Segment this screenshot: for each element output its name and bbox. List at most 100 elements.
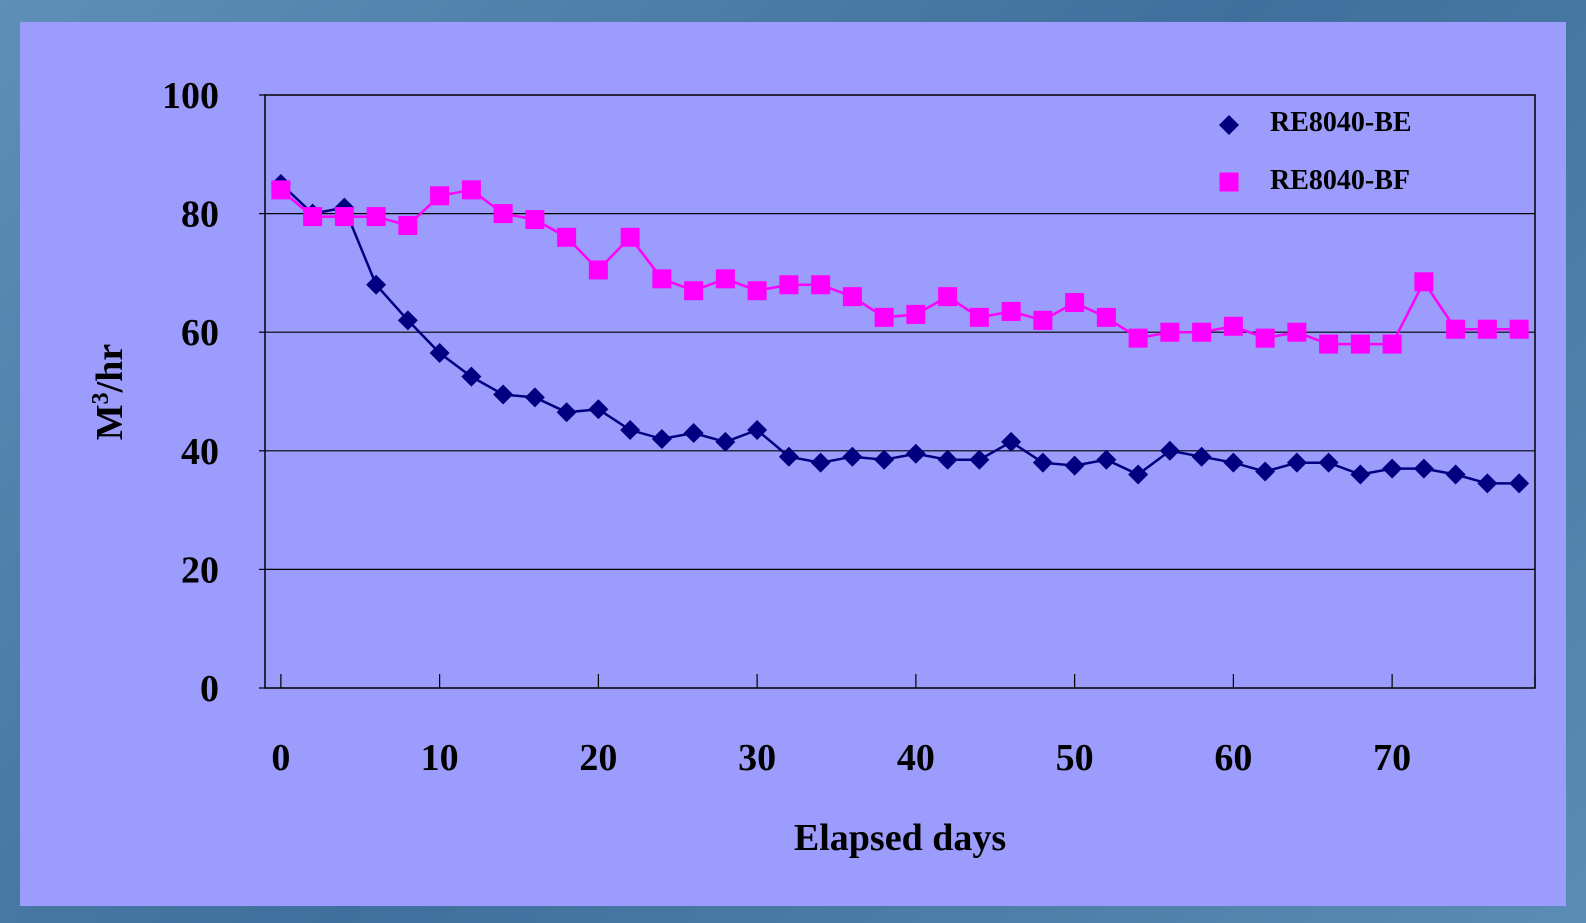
data-point-re8040-be-8 [524, 387, 545, 408]
data-point-re8040-be-29 [1191, 446, 1212, 467]
plot-area [264, 94, 1536, 689]
data-point-re8040-be-5 [429, 342, 450, 363]
series-layer [270, 173, 1530, 494]
data-point-re8040-bf-6 [461, 180, 481, 200]
data-point-re8040-bf-8 [525, 210, 545, 230]
y-tick-label-20: 20 [181, 549, 219, 591]
x-tick-label-20: 20 [579, 737, 617, 779]
data-point-re8040-be-28 [1159, 440, 1180, 461]
data-point-re8040-bf-19 [874, 307, 894, 327]
data-point-re8040-be-15 [747, 420, 768, 441]
data-point-re8040-bf-10 [588, 260, 608, 280]
data-point-re8040-be-36 [1413, 458, 1434, 479]
data-point-re8040-be-7 [493, 384, 514, 405]
data-point-re8040-be-12 [651, 428, 672, 449]
y-tick-label-100: 100 [162, 75, 219, 117]
legend: RE8040-BE RE8040-BF [1219, 107, 1412, 196]
data-point-re8040-be-23 [1001, 431, 1022, 452]
legend-marker-bf [1219, 172, 1239, 192]
data-point-re8040-bf-31 [1255, 328, 1275, 348]
series-re8040-be [270, 173, 1530, 494]
y-axis-title-sup: 3 [88, 392, 114, 404]
data-point-re8040-be-21 [937, 449, 958, 470]
data-point-re8040-be-26 [1096, 449, 1117, 470]
data-point-re8040-bf-14 [715, 269, 735, 289]
x-tick-label-70: 70 [1373, 737, 1411, 779]
data-point-re8040-be-37 [1445, 464, 1466, 485]
data-point-re8040-bf-15 [747, 281, 767, 301]
chart-panel [20, 22, 1566, 906]
x-tick-label-60: 60 [1214, 737, 1252, 779]
x-tick-label-0: 0 [271, 737, 290, 779]
legend-marker-shape-1 [1219, 172, 1239, 192]
y-axis-title-base: M [89, 404, 131, 440]
gridlines [259, 94, 1535, 689]
data-point-re8040-be-34 [1350, 464, 1371, 485]
data-point-re8040-bf-17 [811, 275, 831, 295]
data-point-re8040-bf-5 [430, 186, 450, 206]
data-point-re8040-bf-1 [303, 207, 323, 227]
data-point-re8040-be-38 [1477, 473, 1498, 494]
data-point-re8040-be-32 [1286, 452, 1307, 473]
data-point-re8040-be-33 [1318, 452, 1339, 473]
legend-label-bf: RE8040-BF [1270, 165, 1410, 196]
data-point-re8040-be-25 [1064, 455, 1085, 476]
data-point-re8040-bf-9 [557, 227, 577, 247]
data-point-re8040-bf-28 [1160, 322, 1180, 342]
data-point-re8040-bf-27 [1128, 328, 1148, 348]
data-point-re8040-be-10 [588, 399, 609, 420]
data-point-re8040-bf-2 [334, 207, 354, 227]
data-point-re8040-bf-3 [366, 207, 386, 227]
y-tick-label-60: 60 [181, 312, 219, 354]
data-point-re8040-be-14 [715, 431, 736, 452]
data-point-re8040-bf-30 [1223, 316, 1243, 336]
data-point-re8040-bf-36 [1414, 272, 1434, 292]
data-point-re8040-bf-13 [684, 281, 704, 301]
data-point-re8040-bf-21 [938, 287, 958, 307]
data-point-re8040-bf-22 [969, 307, 989, 327]
data-point-re8040-be-6 [461, 366, 482, 387]
legend-label-be: RE8040-BE [1270, 107, 1412, 138]
y-axis-title: M3/hr [88, 344, 131, 441]
data-point-re8040-be-35 [1382, 458, 1403, 479]
data-point-re8040-bf-39 [1509, 319, 1529, 339]
data-point-re8040-bf-37 [1446, 319, 1466, 339]
data-point-re8040-be-27 [1128, 464, 1149, 485]
x-axis-ticks [280, 674, 1536, 688]
data-point-re8040-be-22 [969, 449, 990, 470]
data-point-re8040-be-17 [810, 452, 831, 473]
series-line-re8040-bf [280, 188, 1520, 346]
data-point-re8040-bf-35 [1382, 334, 1402, 354]
data-point-re8040-be-20 [905, 443, 926, 464]
legend-marker-be [1219, 115, 1239, 135]
data-point-re8040-bf-38 [1477, 319, 1497, 339]
x-axis-title: Elapsed days [794, 817, 1006, 859]
y-tick-label-0: 0 [200, 668, 219, 710]
data-point-re8040-be-31 [1255, 461, 1276, 482]
data-point-re8040-be-11 [620, 420, 641, 441]
data-point-re8040-be-16 [778, 446, 799, 467]
data-point-re8040-bf-20 [906, 304, 926, 324]
data-point-re8040-bf-29 [1192, 322, 1212, 342]
data-point-re8040-bf-12 [652, 269, 672, 289]
data-point-re8040-bf-34 [1350, 334, 1370, 354]
data-point-re8040-be-4 [397, 310, 418, 331]
y-tick-label-80: 80 [181, 194, 219, 236]
data-point-re8040-be-19 [874, 449, 895, 470]
y-axis-tick-labels: 0 20 40 60 80 100 [162, 75, 219, 710]
data-point-re8040-be-3 [366, 274, 387, 295]
data-point-re8040-bf-4 [398, 215, 418, 235]
x-tick-label-40: 40 [897, 737, 935, 779]
x-tick-label-50: 50 [1056, 737, 1094, 779]
series-re8040-bf [271, 180, 1529, 354]
legend-marker-shape-0 [1219, 115, 1239, 135]
series-line-re8040-be [280, 182, 1520, 485]
data-point-re8040-bf-33 [1319, 334, 1339, 354]
data-point-re8040-bf-7 [493, 204, 513, 224]
data-point-re8040-bf-26 [1096, 307, 1116, 327]
y-axis-title-tail: /hr [89, 344, 131, 394]
data-point-re8040-be-18 [842, 446, 863, 467]
data-point-re8040-be-39 [1509, 473, 1530, 494]
y-tick-label-40: 40 [181, 431, 219, 473]
